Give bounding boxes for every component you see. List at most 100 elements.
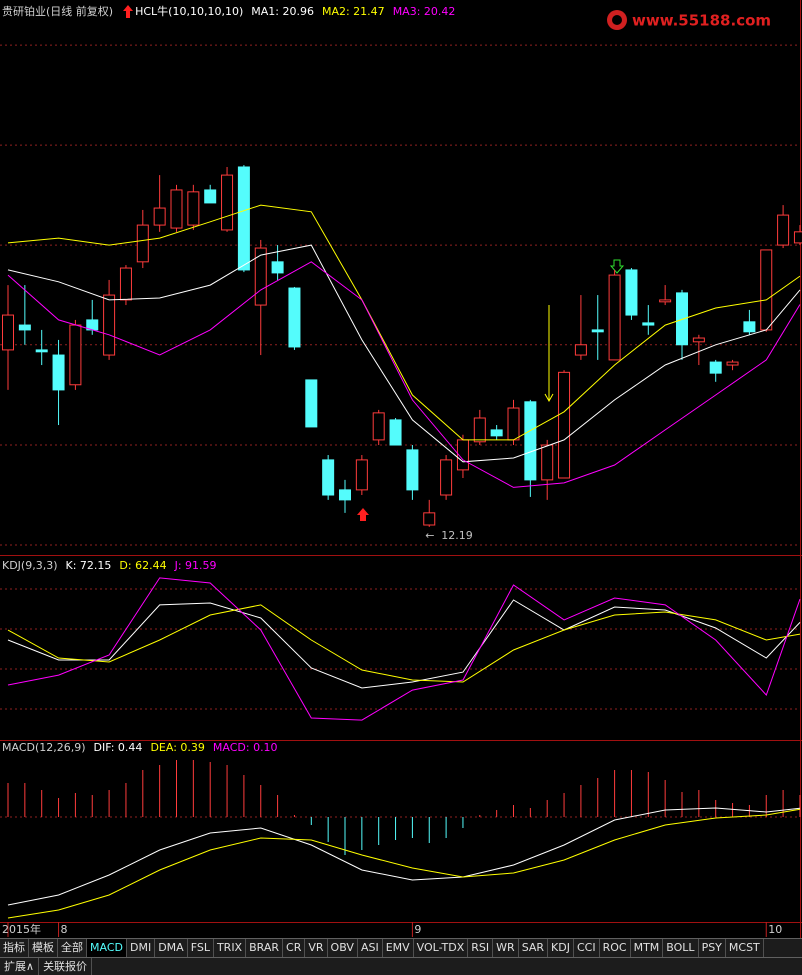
candle-body (69, 324, 82, 386)
indicator-tab[interactable]: KDJ (548, 939, 574, 957)
candle-body (507, 407, 520, 441)
candle-body (52, 354, 65, 391)
candle-body (204, 189, 217, 204)
footer-tab[interactable]: 扩展∧ (0, 958, 40, 975)
candle-body (136, 224, 149, 263)
candle-body (524, 401, 537, 481)
x-tick-label: 9 (414, 923, 421, 936)
candle-body (271, 261, 284, 274)
x-tick-label: 8 (61, 923, 68, 936)
candle-body (305, 379, 318, 428)
indicator-tab[interactable]: ASI (358, 939, 383, 957)
logo-icon (612, 15, 622, 25)
candle-body (743, 321, 756, 333)
indicator-tab[interactable]: EMV (383, 939, 414, 957)
indicator-tab[interactable]: ROC (600, 939, 631, 957)
candle-body (709, 361, 722, 374)
candle-body (237, 166, 250, 271)
candle-body (170, 189, 183, 229)
candle-body (692, 337, 705, 343)
candle-body (355, 459, 368, 491)
candle-body (322, 459, 335, 496)
candle-body (35, 349, 48, 353)
indicator-tab[interactable]: RSI (468, 939, 494, 957)
indicator-tab[interactable]: WR (493, 939, 519, 957)
indicator-tab[interactable]: 模板 (29, 939, 58, 957)
indicator-tab[interactable]: MCST (726, 939, 764, 957)
candle-body (777, 214, 790, 246)
indicator-line (7, 807, 801, 906)
indicator-tab[interactable]: CCI (574, 939, 600, 957)
indicator-line (7, 577, 801, 721)
candle-body (406, 449, 419, 491)
candle-body (288, 287, 301, 348)
candle-body (440, 459, 453, 496)
candle-body (793, 231, 802, 244)
candle-body (423, 512, 436, 526)
indicator-tab[interactable]: CR (283, 939, 306, 957)
indicator-tab[interactable]: MTM (631, 939, 664, 957)
indicator-name: HCL牛(10,10,10,10) (135, 4, 243, 18)
indicator-line (7, 244, 801, 463)
chart: www.55188.com ← 12.19 2015年 8 9 10 贵研铂业(日线 前复权… (0, 0, 802, 938)
candle-body (608, 274, 621, 361)
indicator-line (7, 599, 801, 689)
footer-tabs: 扩展∧ 关联报价 (0, 957, 802, 975)
legend-entry: MA2: 21.47 (322, 5, 385, 18)
panel-title: 贵研铂业(日线 前复权) (2, 4, 113, 18)
candle-body (625, 269, 638, 316)
candle-body (574, 344, 587, 356)
indicator-tab[interactable]: BRAR (246, 939, 284, 957)
legend-entry: DEA: 0.39 (150, 741, 204, 754)
indicator-tab[interactable]: MACD (87, 939, 127, 957)
indicator-tab[interactable]: 指标 (0, 939, 29, 957)
panel-title: KDJ(9,3,3) (2, 559, 58, 572)
legend-entry: K: 72.15 (66, 559, 112, 572)
buy-signal (357, 508, 369, 521)
legend-entry: DIF: 0.44 (94, 741, 143, 754)
sell-signal (609, 259, 625, 274)
indicator-tab[interactable]: DMI (127, 939, 156, 957)
indicator-tab[interactable]: SAR (519, 939, 549, 957)
legend-entry: D: 62.44 (119, 559, 166, 572)
low-price-label: 12.19 (441, 529, 473, 542)
candle-body (254, 247, 267, 306)
x-tick-label: 10 (768, 923, 782, 936)
up-arrow-icon (123, 5, 133, 18)
legend-entry: MACD: 0.10 (213, 741, 278, 754)
low-arrow: ← (425, 529, 434, 542)
candle-body (372, 412, 385, 441)
indicator-tab[interactable]: OBV (328, 939, 358, 957)
candle-body (389, 419, 402, 446)
candle-body (473, 417, 486, 443)
candle-body (760, 249, 773, 331)
indicator-tab[interactable]: VOL-TDX (414, 939, 469, 957)
indicator-tab[interactable]: DMA (155, 939, 188, 957)
indicator-tab[interactable]: PSY (699, 939, 726, 957)
logo-text: www.55188.com (632, 12, 771, 30)
indicator-tabs: 指标 模板 全部 MACD DMI DMA FSL TRIX BRAR CR VR OBV ASI EMV… (0, 938, 802, 957)
indicator-tab[interactable]: VR (305, 939, 328, 957)
signal-arrow (544, 393, 554, 403)
indicator-tab[interactable]: BOLL (663, 939, 699, 957)
panel-title: MACD(12,26,9) (2, 741, 86, 754)
footer-tab[interactable]: 关联报价 (39, 958, 93, 975)
legend-entry: MA3: 20.42 (393, 5, 456, 18)
indicator-tab[interactable]: FSL (188, 939, 214, 957)
candle-body (726, 361, 739, 366)
indicator-line (7, 261, 801, 488)
candle-body (2, 314, 14, 351)
logo: www.55188.com (607, 10, 771, 30)
indicator-line (7, 808, 801, 919)
indicator-tab[interactable]: TRIX (214, 939, 247, 957)
candle-body (642, 322, 655, 326)
indicator-tab[interactable]: 全部 (58, 939, 87, 957)
indicator-line (7, 604, 801, 683)
candle-body (119, 267, 132, 301)
candle-body (18, 324, 31, 331)
x-tick-label: 2015年 (2, 922, 41, 936)
candle-body (659, 299, 672, 303)
candle-body (221, 174, 234, 231)
legend-entry: J: 91.59 (174, 559, 217, 572)
